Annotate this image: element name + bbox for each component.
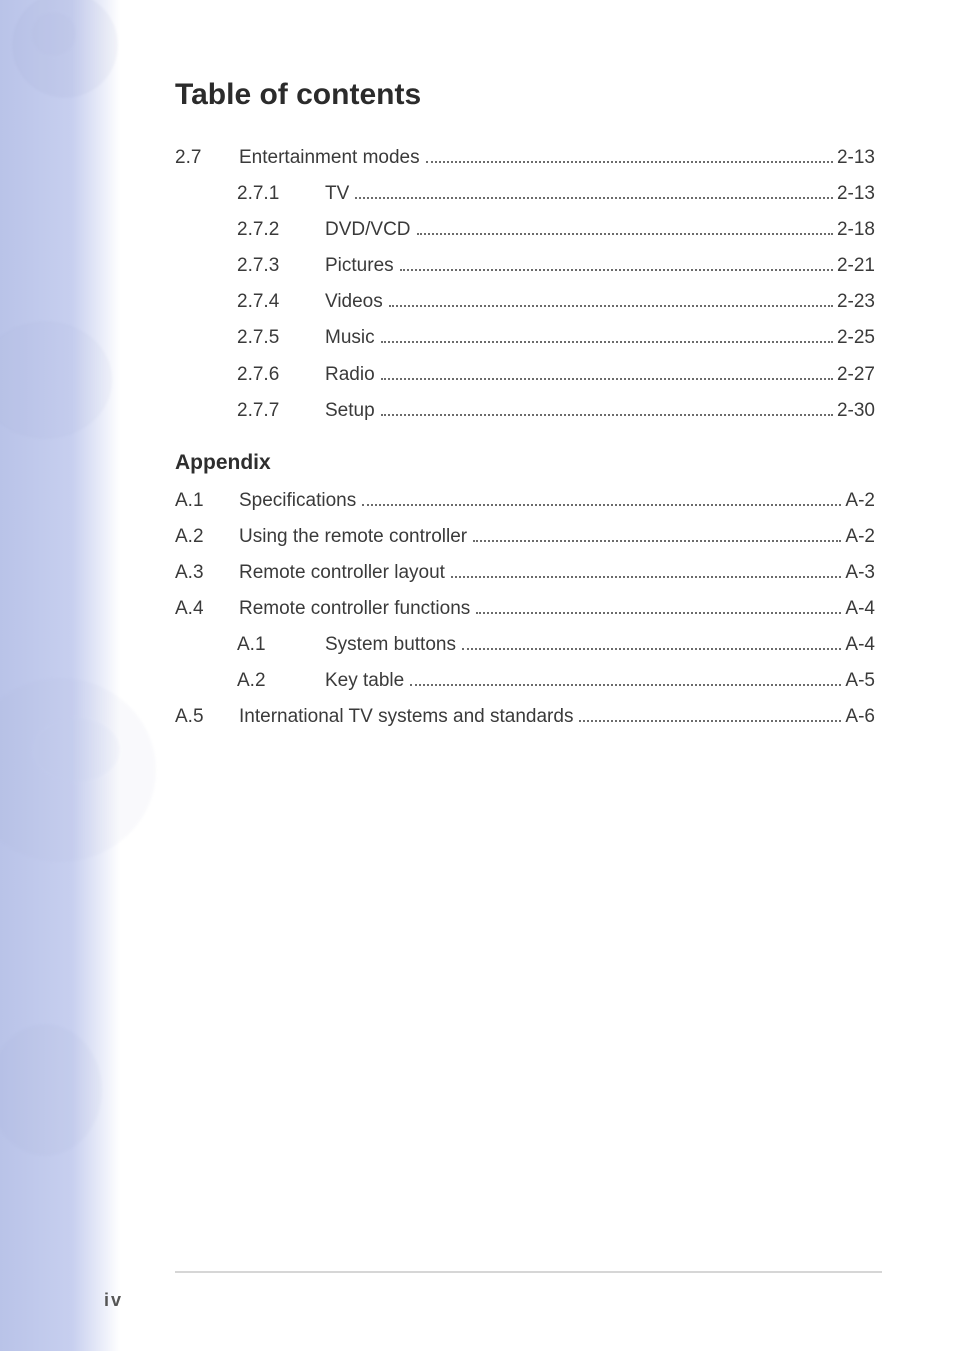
footer-page-number: iv bbox=[104, 1290, 123, 1311]
toc-entry: A.4 Remote controller functions A-4 bbox=[175, 591, 875, 627]
toc-entry-number: 2.7.7 bbox=[237, 393, 307, 429]
decorative-blob bbox=[0, 980, 135, 1200]
toc-dots bbox=[355, 187, 833, 199]
toc-dots bbox=[451, 566, 841, 578]
toc-entry-label: DVD/VCD bbox=[325, 212, 411, 248]
toc-dots bbox=[462, 638, 841, 650]
toc-entry-number: 2.7.4 bbox=[237, 284, 307, 320]
appendix-heading: Appendix bbox=[175, 451, 875, 475]
toc-entry-label: Remote controller functions bbox=[239, 591, 470, 627]
toc-entry-page: 2-21 bbox=[837, 248, 875, 284]
toc-entry: 2.7 Entertainment modes 2-13 bbox=[175, 140, 875, 176]
decorative-blob bbox=[0, 300, 115, 460]
toc-entry-label: International TV systems and standards bbox=[239, 699, 573, 735]
toc-entry-label: Videos bbox=[325, 284, 383, 320]
toc-entry-page: A-2 bbox=[845, 483, 875, 519]
toc-entry-number: A.3 bbox=[175, 555, 221, 591]
page: Table of contents 2.7 Entertainment mode… bbox=[0, 0, 954, 1351]
toc-entry-page: A-6 bbox=[845, 699, 875, 735]
toc-entry-page: 2-13 bbox=[837, 140, 875, 176]
toc-entry-page: A-3 bbox=[845, 555, 875, 591]
toc-entry-label: Radio bbox=[325, 357, 375, 393]
toc-entry-page: A-2 bbox=[845, 519, 875, 555]
toc-dots bbox=[381, 403, 833, 415]
toc-entry: A.1 Specifications A-2 bbox=[175, 483, 875, 519]
toc-dots bbox=[381, 367, 833, 379]
toc-dots bbox=[579, 710, 841, 722]
toc-entry: 2.7.5 Music 2-25 bbox=[175, 320, 875, 356]
side-decorative-strip bbox=[0, 0, 120, 1351]
toc-entry-label: Music bbox=[325, 320, 375, 356]
toc-entry: 2.7.4 Videos 2-23 bbox=[175, 284, 875, 320]
decorative-blob bbox=[10, 0, 120, 100]
toc-entry: 2.7.1 TV 2-13 bbox=[175, 176, 875, 212]
toc-dots bbox=[417, 223, 833, 235]
toc-dots bbox=[426, 151, 833, 163]
toc-entry-number: 2.7.2 bbox=[237, 212, 307, 248]
toc-entry-page: 2-30 bbox=[837, 393, 875, 429]
toc-entry-number: 2.7.1 bbox=[237, 176, 307, 212]
toc-dots bbox=[410, 674, 841, 686]
toc-entry-label: Setup bbox=[325, 393, 375, 429]
toc-entry-page: 2-23 bbox=[837, 284, 875, 320]
toc-entry: A.3 Remote controller layout A-3 bbox=[175, 555, 875, 591]
toc-dots bbox=[476, 602, 841, 614]
toc-entry-number: A.1 bbox=[237, 627, 307, 663]
toc-dots bbox=[362, 493, 841, 505]
toc-entry-page: 2-18 bbox=[837, 212, 875, 248]
toc-entry-label: TV bbox=[325, 176, 349, 212]
toc-dots bbox=[381, 331, 833, 343]
toc-entry-number: A.2 bbox=[237, 663, 307, 699]
content-area: Table of contents 2.7 Entertainment mode… bbox=[175, 78, 875, 735]
toc-entry-number: A.2 bbox=[175, 519, 221, 555]
toc-entry: 2.7.2 DVD/VCD 2-18 bbox=[175, 212, 875, 248]
toc-entry-page: 2-27 bbox=[837, 357, 875, 393]
toc-entry-label: Pictures bbox=[325, 248, 394, 284]
toc-entry-number: 2.7.5 bbox=[237, 320, 307, 356]
toc-entry: A.2 Key table A-5 bbox=[175, 663, 875, 699]
toc-entry-number: A.1 bbox=[175, 483, 221, 519]
toc-entry-number: A.5 bbox=[175, 699, 221, 735]
toc-entry-page: A-4 bbox=[845, 591, 875, 627]
toc-entry: 2.7.6 Radio 2-27 bbox=[175, 357, 875, 393]
toc-entry-page: 2-13 bbox=[837, 176, 875, 212]
toc-entry-page: A-4 bbox=[845, 627, 875, 663]
page-title: Table of contents bbox=[175, 78, 875, 112]
toc-entry-page: A-5 bbox=[845, 663, 875, 699]
toc-entry: 2.7.7 Setup 2-30 bbox=[175, 393, 875, 429]
toc-entry-number: 2.7.6 bbox=[237, 357, 307, 393]
toc-entry-number: 2.7 bbox=[175, 140, 221, 176]
toc-entry-number: A.4 bbox=[175, 591, 221, 627]
toc-entry: 2.7.3 Pictures 2-21 bbox=[175, 248, 875, 284]
toc-entry: A.5 International TV systems and standard… bbox=[175, 699, 875, 735]
toc-dots bbox=[400, 259, 833, 271]
toc-entry-label: Key table bbox=[325, 663, 404, 699]
toc-entry-label: System buttons bbox=[325, 627, 456, 663]
toc-dots bbox=[389, 295, 833, 307]
footer-rule bbox=[175, 1271, 882, 1273]
toc-entry: A.2 Using the remote controller A-2 bbox=[175, 519, 875, 555]
toc-entry-label: Entertainment modes bbox=[239, 140, 420, 176]
toc-entry: A.1 System buttons A-4 bbox=[175, 627, 875, 663]
toc-entry-page: 2-25 bbox=[837, 320, 875, 356]
toc-entry-label: Remote controller layout bbox=[239, 555, 445, 591]
decorative-blob bbox=[0, 640, 160, 900]
toc-dots bbox=[473, 529, 841, 541]
toc-entry-label: Using the remote controller bbox=[239, 519, 467, 555]
toc-entry-number: 2.7.3 bbox=[237, 248, 307, 284]
toc-entry-label: Specifications bbox=[239, 483, 356, 519]
